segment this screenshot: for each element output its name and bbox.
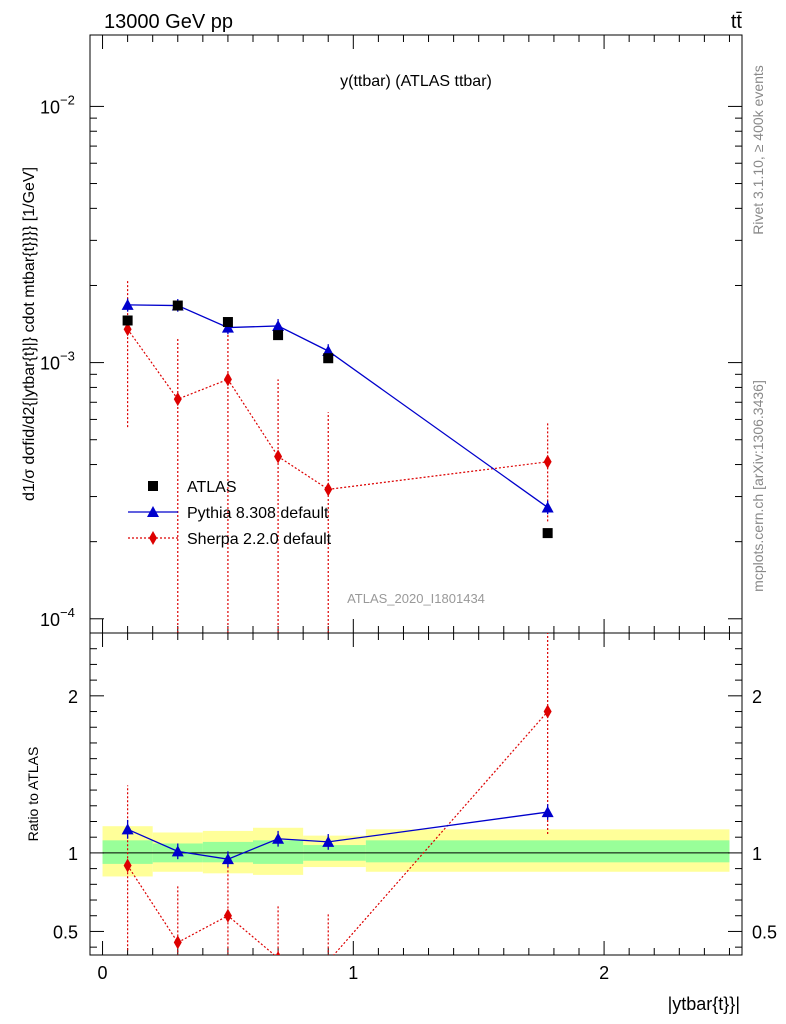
ratio-pythia-point [322, 835, 335, 847]
ratio-sherpa-point [173, 935, 182, 950]
ratio-sherpa-point [327, 954, 329, 955]
ratio-sherpa-point [123, 858, 132, 873]
legend-pythia-marker [147, 506, 159, 517]
pythia-point [272, 319, 285, 331]
ratio-panel: 0.5 0.5 1 1 2 2 0 1 2 Ratio to ATLAS |ytbar{t}}… [25, 632, 777, 1014]
legend-entry-atlas: ATLAS [148, 479, 237, 496]
rivet-label: Rivet 3.1.10, ≥ 400k events [750, 65, 766, 235]
legend-entry-sherpa: Sherpa 2.2.0 default [128, 531, 332, 548]
ratio-y-tick-label-right: 0.5 [752, 922, 777, 942]
ratio-series-layer [121, 633, 554, 955]
legend-entry-pythia: Pythia 8.308 default [128, 505, 329, 522]
x-tick-label: 1 [348, 963, 358, 983]
legend-atlas-marker [148, 481, 158, 491]
ratio-uncertainty-bands [102, 826, 730, 877]
main-y-tick-label: 10−3 [40, 349, 75, 374]
ratio-y-axis-label: Ratio to ATLAS [25, 747, 41, 842]
ratio-y-tick-label-right: 2 [752, 687, 762, 707]
sherpa-point [274, 449, 283, 464]
legend-atlas-label: ATLAS [187, 479, 237, 496]
main-y-tick-label: 10−2 [40, 92, 75, 117]
sherpa-point [543, 454, 552, 469]
ratio-pythia-point [272, 832, 285, 844]
sherpa-point [324, 482, 333, 497]
ratio-pythia-point [121, 823, 134, 835]
pythia-point [121, 298, 134, 310]
analysis-title: y(ttbar) (ATLAS ttbar) [340, 73, 492, 90]
x-tick-label: 2 [599, 963, 609, 983]
legend-pythia-label: Pythia 8.308 default [187, 505, 329, 522]
atlas-point [222, 317, 233, 328]
main-y-axis-label: d1/σ dσfid/d2{|ytbar{t}|} cdot mtbar{t}}… [21, 167, 38, 501]
x-axis-label: |ytbar{t}}| [668, 994, 740, 1014]
band-green [253, 840, 304, 864]
ratio-sherpa-line [127, 711, 549, 955]
atlas-point [172, 300, 183, 311]
ratio-y-tick-label-left: 2 [68, 687, 78, 707]
pythia-line [127, 304, 549, 508]
ratio-sherpa-point [275, 951, 281, 955]
main-axis-ticks [90, 35, 742, 633]
ratio-y-tick-labels: 0.5 0.5 1 1 2 2 [53, 687, 777, 943]
legend-sherpa-label: Sherpa 2.2.0 default [187, 531, 332, 548]
process-label: tt̄ [731, 11, 743, 33]
sherpa-point [223, 372, 232, 387]
ratio-frame [89, 632, 743, 956]
analysis-id: ATLAS_2020_I1801434 [347, 591, 485, 606]
ratio-pythia-point [171, 845, 184, 857]
ratio-x-tick-labels: 0 1 2 [98, 963, 610, 983]
ratio-pythia-line [127, 811, 548, 860]
band-green [102, 840, 153, 864]
x-tick-label: 0 [98, 963, 108, 983]
band-green [365, 840, 730, 863]
beam-label: 13000 GeV pp [104, 11, 233, 33]
atlas-point [122, 315, 133, 326]
ratio-pythia-point [221, 853, 234, 865]
ratio-pythia-point [541, 806, 554, 818]
pythia-point [221, 321, 234, 333]
sherpa-line [127, 328, 548, 490]
ratio-y-tick-label-right: 1 [752, 844, 762, 864]
legend-sherpa-marker [149, 531, 157, 545]
ratio-sherpa-point [543, 704, 552, 719]
atlas-point [323, 353, 334, 364]
sherpa-point [123, 322, 132, 337]
pythia-point [541, 501, 554, 513]
sherpa-point [173, 392, 182, 407]
atlas-point [273, 330, 284, 341]
atlas-point [542, 528, 553, 539]
main-y-tick-labels: 10−2 10−3 10−4 [40, 92, 75, 629]
ratio-y-tick-label-left: 1 [68, 844, 78, 864]
main-y-tick-label: 10−4 [40, 605, 75, 630]
ratio-y-tick-label-left: 0.5 [53, 922, 78, 942]
legend: ATLAS Pythia 8.308 default Sherpa 2.2.0 … [128, 479, 332, 548]
main-series-layer [121, 280, 554, 633]
source-label: mcplots.cern.ch [arXiv:1306.3436] [750, 380, 766, 592]
ratio-sherpa-point [223, 908, 232, 923]
ratio-axis-ticks [90, 632, 742, 955]
main-panel: 10−2 10−3 10−4 y(ttbar) (ATLAS ttbar) ATLA… [21, 34, 743, 634]
